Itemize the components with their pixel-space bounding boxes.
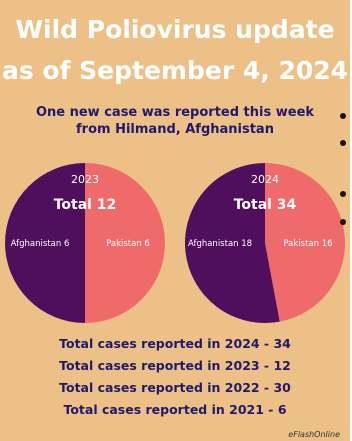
bullet-dot: [340, 113, 346, 119]
pie-year-label: 2024: [251, 173, 279, 186]
bullet-dot: [340, 219, 346, 225]
title-line-2: as of September 4, 2024: [1, 56, 349, 85]
pie-label-afghanistan: Afghanistan 18: [188, 239, 252, 249]
pie-year-label: 2023: [71, 173, 99, 186]
bullet-dot: [340, 140, 346, 146]
pie-slice-afghanistan: [184, 163, 280, 323]
pie-slice-pakistan: [265, 163, 345, 322]
total-2022: Total cases reported in 2022 - 30: [59, 380, 291, 395]
bullet-dot: [340, 191, 346, 197]
subtitle-line-1: One new case was reported this week: [35, 105, 315, 120]
pie-label-afghanistan: Afghanistan 6: [11, 239, 70, 249]
total-2023: Total cases reported in 2023 - 12: [59, 358, 291, 373]
total-2024: Total cases reported in 2024 - 34: [59, 336, 291, 351]
subtitle-line-2: from Hilmand, Afghanistan: [76, 122, 274, 137]
pie-total-label: Total 34: [234, 197, 297, 213]
pie-label-pakistan: Pakistan 16: [283, 239, 332, 249]
pie-slice-afghanistan: [5, 163, 85, 323]
pie-label-pakistan: Pakistan 6: [106, 239, 150, 249]
title-line-1: Wild Poliovirus update: [15, 15, 335, 44]
pie-slice-pakistan: [85, 163, 165, 323]
pie-total-label: Total 12: [54, 197, 117, 213]
total-2021: Total cases reported in 2021 - 6: [63, 402, 287, 417]
credit: eFlashOnline: [288, 430, 340, 439]
